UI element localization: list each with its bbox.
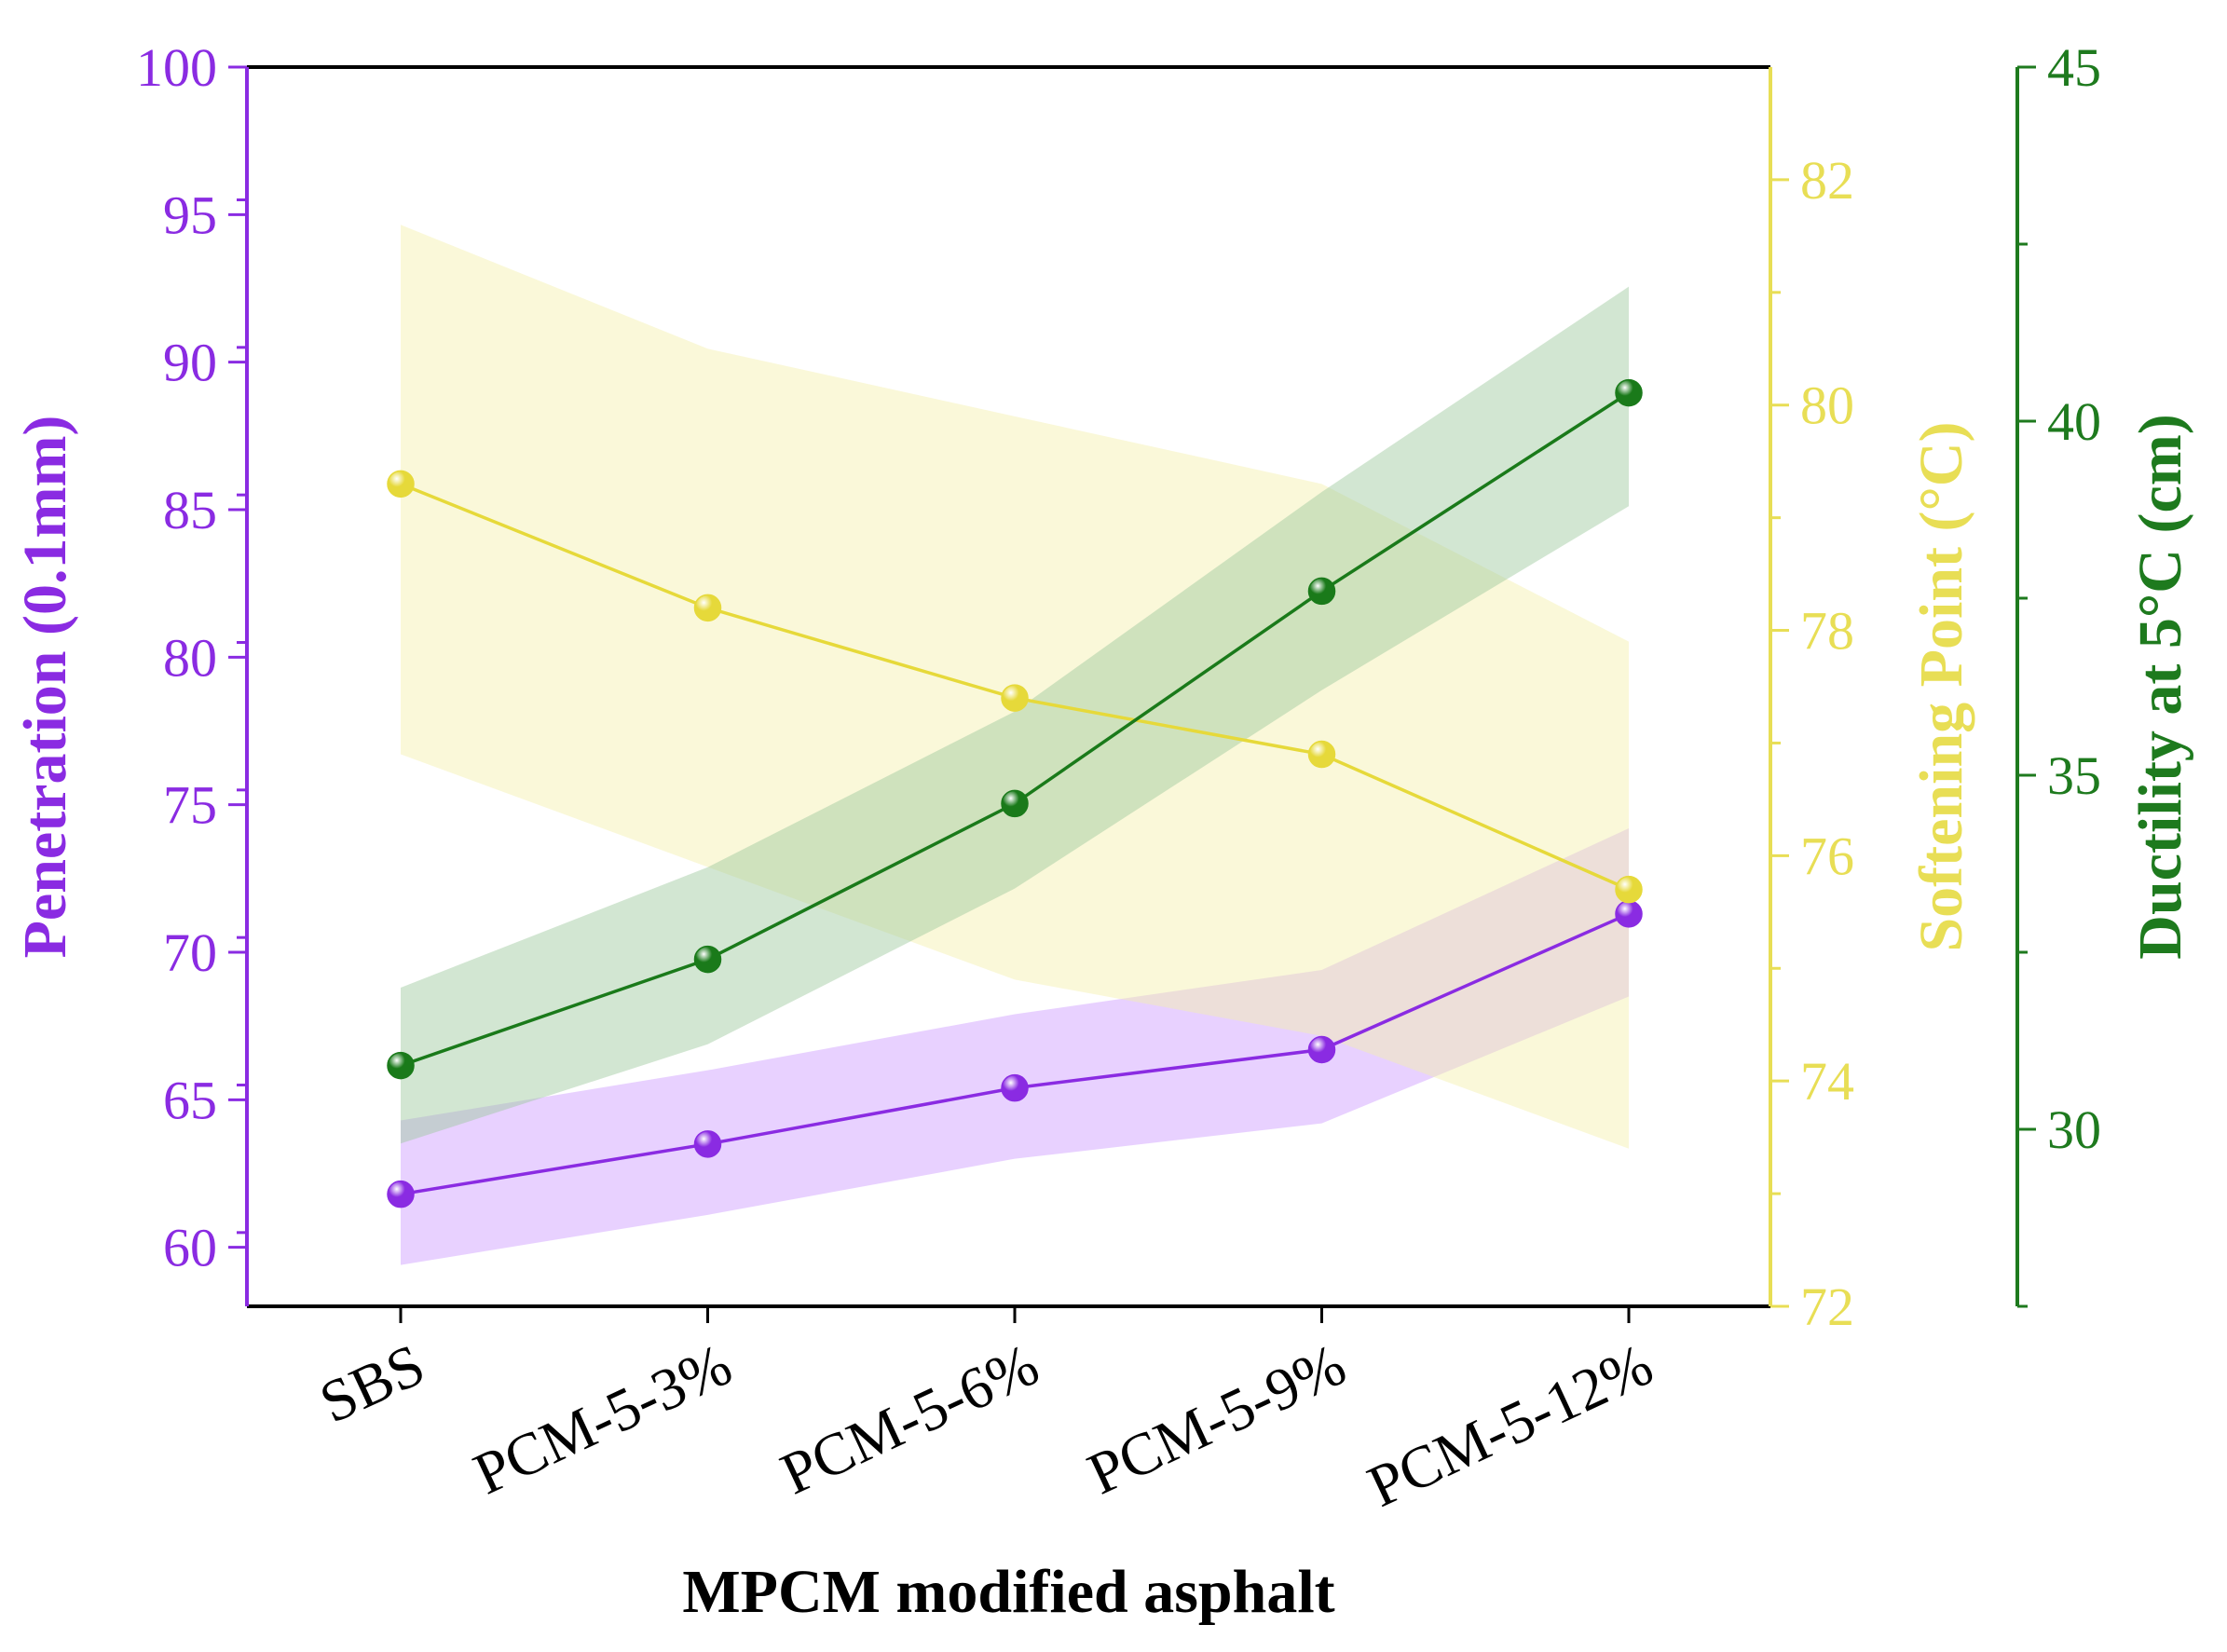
penetration-point: [1307, 1035, 1336, 1064]
x-tick-label: PCM-5-6%: [771, 1331, 1047, 1507]
x-axis-title: MPCM modified asphalt: [682, 1558, 1334, 1626]
axis-ticks: [228, 65, 2036, 1323]
confidence-bands: [401, 225, 1629, 1265]
x-tick-label: PCM-5-3%: [464, 1331, 741, 1507]
penetration-point: [1001, 1073, 1029, 1102]
penetration-tick-label: 65: [163, 1070, 217, 1130]
ductility-axis-title: Ductility at 5°C (cm): [2126, 414, 2194, 959]
ductility-tick-label: 30: [2047, 1099, 2101, 1160]
softening-point-point: [693, 594, 722, 622]
x-tick-label: PCM-5-9%: [1078, 1331, 1355, 1507]
softening-tick-label: 72: [1800, 1277, 1854, 1337]
penetration-tick-label: 90: [163, 333, 217, 393]
ductility-point: [1001, 789, 1029, 818]
softening-tick-label: 82: [1800, 150, 1854, 211]
x-tick-label: PCM-5-12%: [1358, 1331, 1661, 1520]
penetration-tick-label: 95: [163, 184, 217, 245]
softening-point-point: [1307, 740, 1336, 769]
penetration-tick-label: 80: [163, 627, 217, 688]
penetration-tick-label: 85: [163, 480, 217, 540]
ductility-tick-label: 35: [2047, 745, 2101, 806]
softening-axis-title: Softening Point (°C): [1907, 421, 1975, 951]
softening-tick-label: 74: [1800, 1051, 1854, 1112]
softening-tick-label: 76: [1800, 826, 1854, 886]
ductility-point: [387, 1051, 415, 1080]
softening-point-point: [1001, 684, 1029, 712]
softening-tick-label: 78: [1800, 601, 1854, 662]
ductility-tick-label: 40: [2047, 391, 2101, 452]
penetration-point: [693, 1130, 722, 1158]
ductility-point: [693, 945, 722, 974]
ductility-band: [401, 286, 1629, 1144]
softening-point-point: [1615, 875, 1643, 904]
softening-tick-label: 80: [1800, 375, 1854, 436]
ductility-tick-label: 45: [2047, 37, 2101, 98]
penetration-point: [1615, 900, 1643, 928]
penetration-point: [387, 1180, 415, 1208]
penetration-tick-label: 60: [163, 1218, 217, 1278]
penetration-axis-title: Penetration (0.1mm): [11, 416, 79, 959]
penetration-tick-label: 100: [136, 37, 217, 98]
ductility-point: [1307, 577, 1336, 606]
softening-point-point: [387, 470, 415, 498]
x-tick-label: SBS: [310, 1331, 434, 1435]
penetration-tick-label: 70: [163, 922, 217, 983]
series-points: [387, 378, 1643, 1208]
penetration-tick-label: 75: [163, 775, 217, 836]
ductility-point: [1615, 378, 1643, 407]
